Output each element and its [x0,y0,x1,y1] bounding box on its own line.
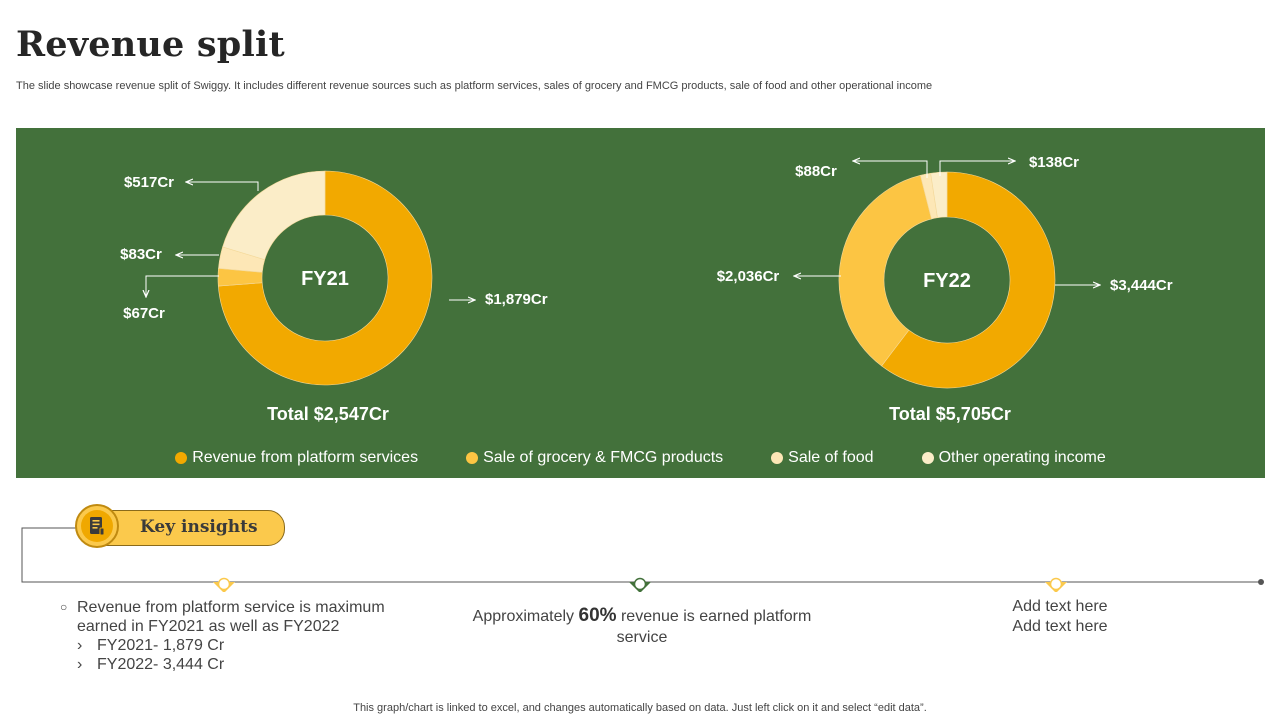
placeholder-text: Add text here [1012,598,1108,615]
legend-item: Other operating income [921,448,1106,468]
total-label: Total $2,547Cr [267,404,389,424]
leader-arrow [146,275,219,297]
chevron-right-icon: › [77,656,83,673]
data-label: $138Cr [1029,154,1079,171]
donut-chart-fy21: FY21 $1,879Cr $67Cr $83Cr $517Cr Total $2,547… [120,170,548,424]
chart-legend: Revenue from platform services Sale of g… [16,448,1265,468]
insight-prefix: Approximately [472,608,579,625]
insight-text: Revenue from platform service is maximum… [77,599,385,635]
insight-subpoint: FY2021- 1,879 Cr [97,637,225,654]
circle-bullet-icon: ○ [60,600,68,614]
data-label: $2,036Cr [717,268,780,285]
document-icon [81,510,113,542]
page-subtitle: The slide showcase revenue split of Swig… [16,80,933,92]
donut-slice [222,170,326,261]
legend-label: Revenue from platform services [192,449,419,466]
leader-arrow [939,161,1015,176]
data-label: $3,444Cr [1110,277,1173,294]
donut-slice [930,171,948,219]
legend-swatch [771,452,784,464]
legend-swatch [175,452,188,464]
data-label: $1,879Cr [485,291,548,308]
legend-item: Sale of grocery & FMCG products [466,448,723,468]
timeline-end-dot [1258,579,1264,585]
insights-timeline [21,527,1264,592]
data-label: $517Cr [124,174,174,191]
insights-icon-badge [75,504,119,548]
donut-charts: FY21 $1,879Cr $67Cr $83Cr $517Cr Total $2,547… [120,154,1173,424]
legend-label: Other operating income [938,449,1106,466]
legend-item: Sale of food [771,448,874,468]
donut-slice [838,174,932,367]
chevron-right-icon: › [77,637,83,654]
donut-chart-fy22: FY22 $3,444Cr $2,036Cr $88Cr $138Cr Total $5,… [717,154,1173,424]
timeline-marker-right [1045,577,1067,592]
data-label: $83Cr [120,246,162,263]
insight-platform-max: ○ Revenue from platform service is maxim… [60,598,420,674]
placeholder-text: Add text here [1012,618,1108,635]
insight-percentage: Approximately 60% revenue is earned plat… [462,605,822,648]
donut-slice [881,171,1056,389]
legend-label: Sale of grocery & FMCG products [483,449,724,466]
leader-arrow [186,182,259,191]
page-title: Revenue split [16,24,285,65]
legend-swatch [466,452,479,464]
donut-center-label: FY22 [923,270,971,292]
timeline-marker-left [213,577,235,592]
footnote: This graph/chart is linked to excel, and… [353,702,927,714]
insight-placeholder: Add text here Add text here [960,597,1160,637]
donut-center-label: FY21 [301,268,349,290]
data-label: $67Cr [123,305,165,322]
insight-suffix: revenue is earned platform service [616,608,812,646]
donut-slice [217,170,433,386]
legend-label: Sale of food [788,449,874,466]
total-label: Total $5,705Cr [889,404,1011,424]
insight-subpoint: FY2022- 3,444 Cr [97,656,225,673]
data-label: $88Cr [795,163,837,180]
timeline-marker-middle [629,577,651,592]
leader-arrow [853,161,928,178]
key-insights-heading: Key insights [140,517,258,537]
chart-panel: FY21 $1,879Cr $67Cr $83Cr $517Cr Total $2,547… [16,128,1265,478]
legend-swatch [921,452,934,464]
insight-percent-value: 60% [578,605,617,626]
legend-item: Revenue from platform services [175,448,418,468]
